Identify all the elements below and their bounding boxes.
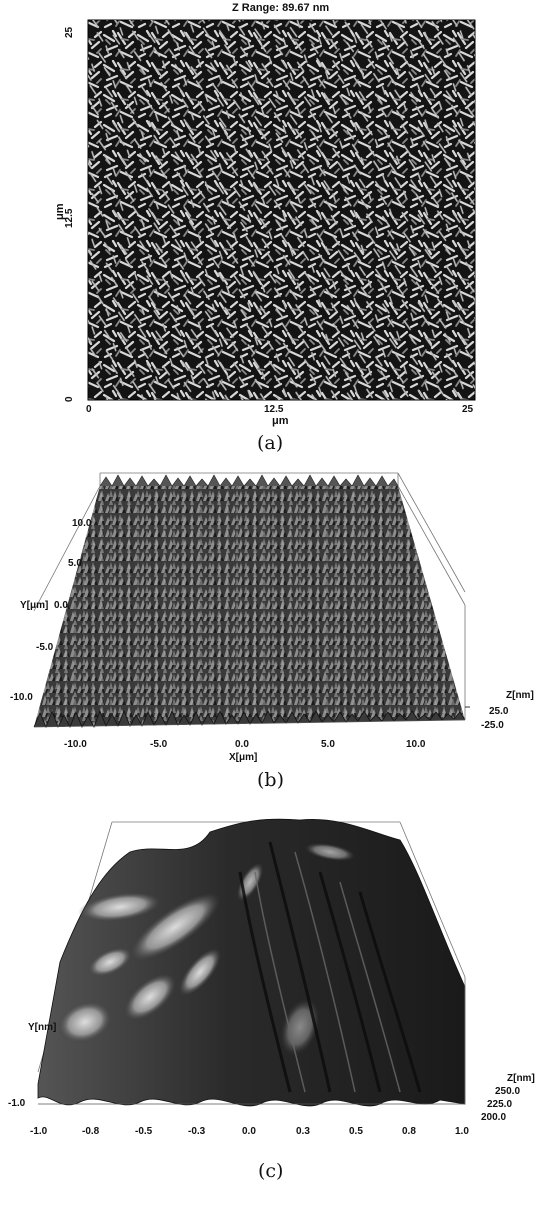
panel-c-x-tick-6: 0.5 <box>349 1126 363 1137</box>
panel-b-x-tick-0: -10.0 <box>64 739 87 750</box>
panel-b-x-tick-2: 0.0 <box>235 739 249 750</box>
panel-b-x-label: X[μm] <box>229 752 258 763</box>
panel-c-x-tick-2: -0.5 <box>135 1126 153 1137</box>
panel-a-x-unit: μm <box>272 415 289 427</box>
panel-b-x-tick-3: 5.0 <box>321 739 335 750</box>
panel-c-z-tick-1: 225.0 <box>487 1099 513 1110</box>
panel-c-y-tick-bottom: -1.0 <box>8 1098 26 1109</box>
panel-a-afm-image <box>87 19 476 401</box>
panel-a-x-tick-mid: 12.5 <box>264 404 284 415</box>
panel-b-z-tick-bottom: -25.0 <box>481 720 504 731</box>
panel-a-x-tick-end: 25 <box>462 404 474 415</box>
panel-c-x-tick-8: 1.0 <box>455 1126 469 1137</box>
panel-a-y-tick-bottom: 0 <box>64 396 75 402</box>
panel-b-y-tick-3: -5.0 <box>36 642 54 653</box>
panel-b-y-tick-0: 10.0 <box>72 518 92 529</box>
panel-c-z-label: Z[nm] <box>507 1073 535 1084</box>
panel-a-title: Z Range: 89.67 nm <box>232 2 330 14</box>
panel-b-x-tick-1: -5.0 <box>150 739 168 750</box>
panel-b-y-tick-2: 0.0 <box>54 600 68 611</box>
panel-b-y-label: Y[μm] <box>20 600 49 611</box>
panel-c-z-tick-0: 250.0 <box>495 1086 521 1097</box>
panel-c-x-tick-1: -0.8 <box>82 1126 100 1137</box>
panel-a-caption: (a) <box>257 432 284 454</box>
panel-c-x-tick-5: 0.3 <box>296 1126 310 1137</box>
panel-b-z-label: Z[nm] <box>506 690 534 701</box>
panel-a-y-unit: μm <box>54 203 66 220</box>
panel-b-z-tick-top: 25.0 <box>489 706 509 717</box>
panel-b-y-tick-1: 5.0 <box>68 558 82 569</box>
panel-c-x-tick-3: -0.3 <box>188 1126 206 1137</box>
panel-b-3d-surface <box>33 472 470 729</box>
panel-a-x-tick-0: 0 <box>86 404 92 415</box>
panel-b-caption: (b) <box>257 769 284 791</box>
panel-c-x-tick-0: -1.0 <box>30 1126 48 1137</box>
panel-c-x-tick-7: 0.8 <box>402 1126 416 1137</box>
panel-c-3d-surface <box>37 818 466 1107</box>
panel-a-y-tick-top: 25 <box>64 26 75 38</box>
panel-c-caption: (c) <box>258 1160 284 1182</box>
panel-b-y-tick-4: -10.0 <box>10 692 33 703</box>
panel-c-y-label: Y[nm] <box>28 1022 57 1033</box>
panel-c-z-tick-2: 200.0 <box>481 1112 507 1123</box>
panel-b-x-tick-4: 10.0 <box>406 739 426 750</box>
panel-c-x-tick-4: 0.0 <box>242 1126 256 1137</box>
